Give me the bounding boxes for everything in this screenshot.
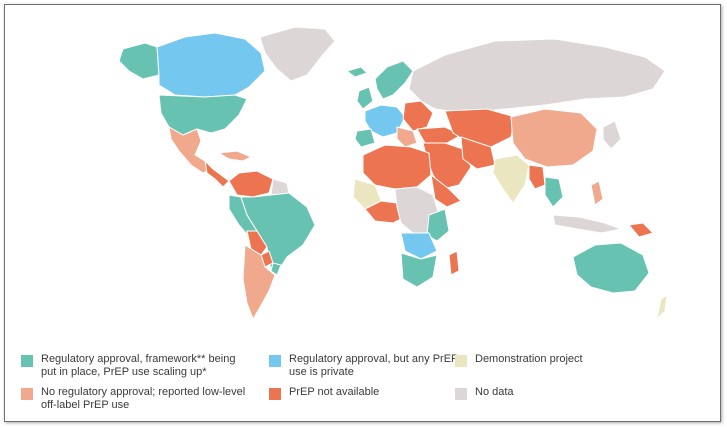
region-iberia — [354, 128, 376, 148]
region-alaska — [118, 42, 160, 80]
region-brazil — [240, 192, 316, 274]
region-central-asia — [444, 108, 516, 148]
region-bangladesh-myanmar — [528, 164, 546, 190]
region-russia — [408, 38, 666, 114]
region-southern-africa — [400, 252, 438, 288]
legend-label: Regulatory approval, framework** being p… — [41, 353, 236, 378]
region-new-zealand — [656, 294, 668, 319]
region-argentina-chile — [242, 244, 276, 319]
region-southeast-asia — [544, 176, 564, 208]
region-madagascar — [448, 250, 460, 276]
region-scandinavia — [374, 60, 414, 100]
figure-frame: Regulatory approval, framework** being p… — [4, 4, 721, 422]
region-greenland — [259, 26, 336, 82]
legend-label: Demonstration project — [475, 353, 583, 365]
legend-swatch-teal — [21, 355, 33, 367]
legend-label: PrEP not available — [289, 386, 380, 398]
legend-item-demonstration: Demonstration project — [455, 353, 655, 367]
region-iran-afghanistan — [460, 136, 496, 170]
region-north-africa — [362, 144, 432, 190]
region-guianas — [270, 178, 290, 196]
region-turkey-caucasus — [416, 126, 462, 144]
region-iceland — [346, 66, 368, 78]
legend-item-regulatory-private: Regulatory approval, but any PrEP use is… — [269, 353, 459, 379]
legend-swatch-salmon — [21, 388, 33, 400]
region-australia — [572, 242, 650, 294]
legend-swatch-blue — [269, 355, 281, 367]
region-uruguay — [270, 262, 282, 276]
region-mexico — [168, 126, 212, 174]
legend-label: Regulatory approval, but any PrEP use is… — [289, 353, 459, 378]
region-east-africa — [426, 208, 450, 242]
region-usa — [158, 94, 248, 136]
region-papua — [628, 222, 654, 238]
legend-item-no-data: No data — [455, 386, 655, 400]
legend-label: No data — [475, 386, 514, 398]
legend-swatch-orange — [269, 388, 281, 400]
region-uk-ireland — [356, 86, 374, 110]
map-legend: Regulatory approval, framework** being p… — [21, 353, 711, 419]
legend-swatch-beige — [455, 355, 467, 367]
legend-item-regulatory-scaling: Regulatory approval, framework** being p… — [21, 353, 251, 379]
region-colombia-venezuela — [228, 170, 274, 198]
region-balkans — [396, 126, 418, 148]
legend-item-off-label: No regulatory approval; reported low-lev… — [21, 386, 251, 412]
legend-item-not-available: PrEP not available — [269, 386, 459, 400]
region-philippines — [590, 180, 604, 206]
region-mongolia-china — [510, 108, 598, 168]
region-india — [492, 154, 530, 204]
region-horn-of-africa — [430, 174, 462, 208]
world-map — [118, 26, 668, 319]
region-canada — [156, 32, 266, 98]
region-malaysia-indonesia — [552, 214, 622, 234]
legend-swatch-grey — [455, 388, 467, 400]
region-korea-japan — [602, 120, 622, 150]
region-caribbean — [218, 150, 252, 162]
region-central-america — [204, 160, 230, 188]
legend-label: No regulatory approval; reported low-lev… — [41, 386, 246, 411]
region-southern-central-africa — [400, 232, 438, 260]
